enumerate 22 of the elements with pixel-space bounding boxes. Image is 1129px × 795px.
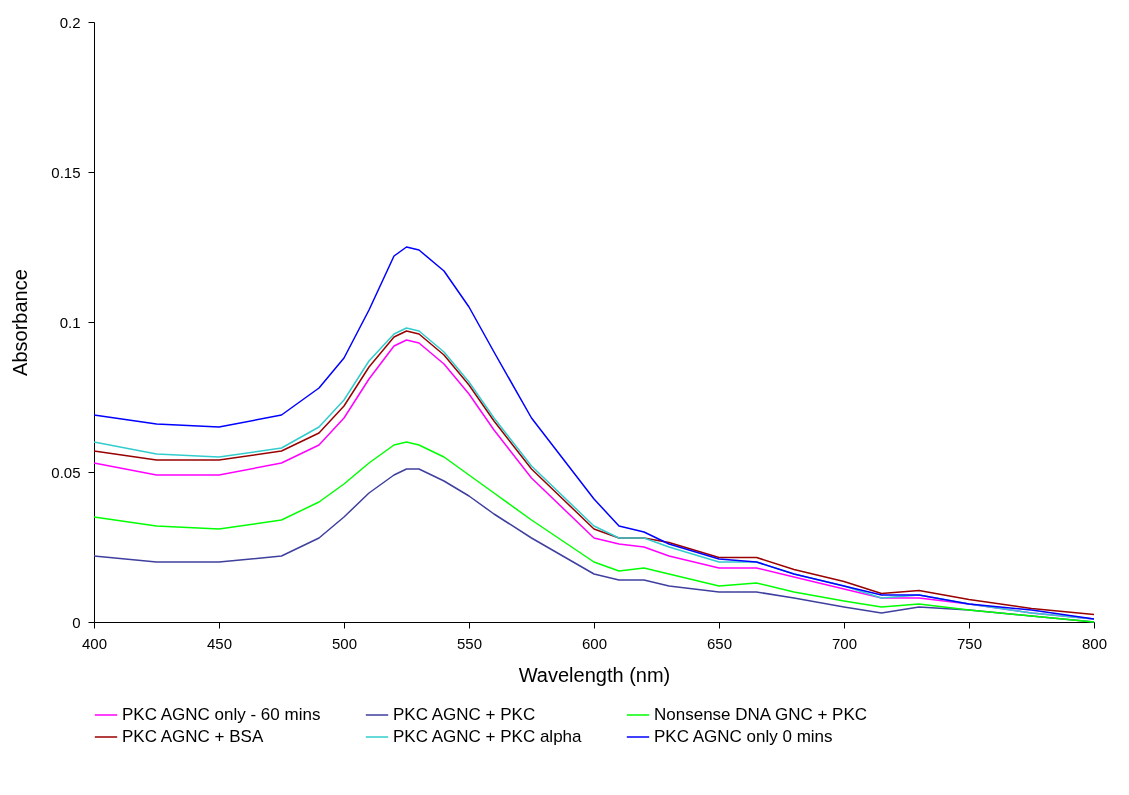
- legend-label: PKC AGNC + PKC alpha: [393, 727, 583, 746]
- x-tick-label: 500: [331, 634, 358, 652]
- y-tick-label: 0: [72, 613, 81, 631]
- y-tick-label: 0.15: [51, 163, 81, 181]
- y-axis-title: Absorbance: [9, 269, 32, 376]
- x-tick-label: 450: [206, 634, 233, 652]
- x-tick-label: 650: [706, 634, 733, 652]
- y-tick-label: 0.05: [51, 463, 81, 481]
- legend-label: Nonsense DNA GNC + PKC: [654, 705, 868, 724]
- x-tick-label: 800: [1081, 634, 1108, 652]
- x-axis-title: Wavelength (nm): [518, 663, 671, 686]
- legend-label: PKC AGNC only - 60 mins: [122, 705, 321, 724]
- legend-label: PKC AGNC + BSA: [122, 727, 264, 746]
- x-tick-label: 400: [81, 634, 108, 652]
- x-tick-label: 600: [581, 634, 608, 652]
- x-tick-label: 550: [456, 634, 483, 652]
- legend-label: PKC AGNC + PKC: [393, 705, 536, 724]
- y-tick-label: 0.2: [59, 13, 81, 31]
- legend-label: PKC AGNC only 0 mins: [654, 727, 833, 746]
- x-tick-label: 700: [831, 634, 858, 652]
- y-tick-label: 0.1: [59, 313, 81, 331]
- x-tick-label: 750: [956, 634, 983, 652]
